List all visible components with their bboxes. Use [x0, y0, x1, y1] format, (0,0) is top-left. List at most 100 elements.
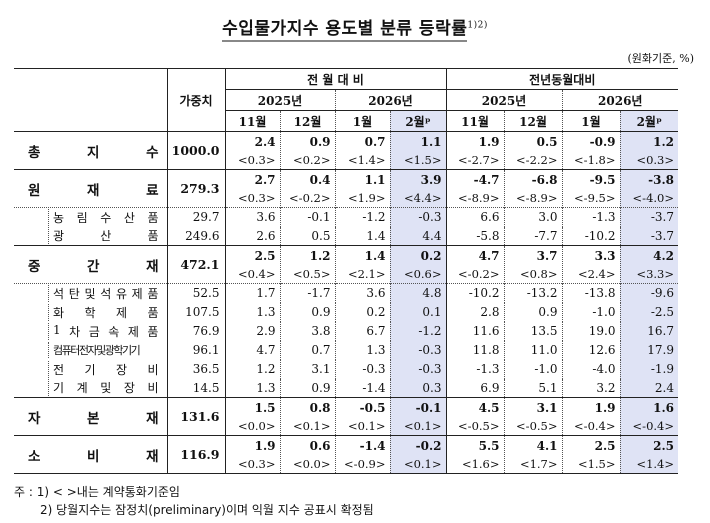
- value-cell: 0.7 <1.4>: [334, 131, 390, 170]
- header-month: 11월: [224, 110, 280, 132]
- weight-cell: 52.5: [166, 283, 225, 303]
- value-cell: -6.8 <-8.9>: [503, 169, 562, 208]
- value-cell: 1.7: [224, 283, 280, 303]
- contract-currency-value: <-8.9>: [458, 190, 500, 205]
- value-cell: 1.9 <-0.4>: [561, 397, 620, 436]
- value-cell: 6.7: [334, 321, 390, 341]
- contract-currency-value: <-0.4>: [632, 418, 674, 433]
- value-cell: -4.0: [561, 359, 620, 379]
- footnotes: 주 : 1) < >내는 계약통화기준임 2) 당월지수는 잠정치(prelim…: [14, 483, 374, 519]
- value-cell: -0.1 <0.1>: [389, 397, 446, 436]
- footnote-2: 2) 당월지수는 잠정치(preliminary)이며 익월 지수 공표시 확정…: [40, 503, 374, 517]
- won-basis-value: -1.4: [359, 438, 386, 453]
- won-basis-value: 3.7: [536, 248, 558, 263]
- won-basis-value: 1.5: [254, 400, 276, 415]
- won-basis-value: -1.0: [592, 305, 616, 319]
- value-cell: 4.7: [224, 340, 280, 360]
- won-basis-value: 1.3: [256, 305, 276, 319]
- value-cell: -1.7: [279, 283, 335, 303]
- value-cell: 3.0: [503, 207, 562, 227]
- value-cell: 3.1 <-0.5>: [503, 397, 562, 436]
- won-basis-value: 1.2: [653, 134, 674, 149]
- contract-currency-value: <0.0>: [292, 456, 331, 471]
- value-cell: 2.6: [224, 226, 280, 246]
- contract-currency-value: <4.4>: [403, 190, 442, 205]
- value-cell: 1.5 <0.0>: [224, 397, 280, 436]
- table-row: 소 비 재 116.9 1.9 <0.3> 0.6 <0.0> -1.4 <-0.9> -0.2 <0…: [14, 435, 678, 474]
- value-cell: -0.3: [389, 359, 446, 379]
- won-basis-value: 0.8: [309, 400, 331, 415]
- value-cell: 1.3: [224, 302, 280, 322]
- value-cell: 11.6: [445, 321, 504, 341]
- table-row: 컴퓨터전자및광학기기 96.1 4.7 0.7 1.3 -0.3 11.8 11.0 12.6 1…: [14, 340, 678, 360]
- value-cell: 1.9 <0.3>: [224, 435, 280, 474]
- value-cell: 1.1 <1.9>: [334, 169, 390, 208]
- won-basis-value: 4.1: [536, 438, 558, 453]
- value-cell: -0.3: [389, 340, 446, 360]
- header-weight: 가중치: [166, 68, 225, 132]
- row-label: 컴퓨터전자및광학기기: [14, 341, 167, 360]
- value-cell: 1.9 <-2.7>: [445, 131, 504, 170]
- won-basis-value: 1.1: [420, 134, 442, 149]
- value-cell: -1.2: [389, 321, 446, 341]
- won-basis-value: -0.1: [307, 210, 331, 225]
- header-month: 12월: [503, 110, 562, 132]
- won-basis-value: -13.2: [526, 286, 558, 301]
- contract-currency-value: <3.3>: [636, 266, 674, 281]
- won-basis-value: -6.8: [531, 172, 558, 187]
- value-cell: -9.5 <-9.5>: [561, 169, 620, 208]
- contract-currency-value: <0.3>: [237, 152, 276, 167]
- weight-cell: 131.6: [166, 397, 225, 436]
- won-basis-value: 0.9: [538, 305, 558, 319]
- table-row: 화 학 제 품 107.5 1.3 0.9 0.2 0.1 2.8 0.9 -1.0 -2.5: [14, 302, 678, 322]
- value-cell: -2.5: [619, 302, 678, 322]
- won-basis-value: 2.4: [254, 134, 276, 149]
- value-cell: 4.1 <1.7>: [503, 435, 562, 474]
- value-cell: -1.3: [445, 359, 504, 379]
- won-basis-value: -10.2: [468, 286, 500, 301]
- value-cell: 1.6 <-0.4>: [619, 397, 678, 436]
- value-cell: 0.9: [503, 302, 562, 322]
- value-cell: -3.8 <-4.0>: [619, 169, 678, 208]
- value-cell: 1.1 <1.5>: [389, 131, 446, 170]
- won-basis-value: -10.2: [584, 228, 616, 243]
- value-cell: 12.6: [561, 340, 620, 360]
- contract-currency-value: <0.5>: [292, 266, 331, 281]
- won-basis-value: -0.1: [415, 400, 442, 415]
- value-cell: 1.2 <0.5>: [279, 245, 335, 284]
- won-basis-value: 11.0: [530, 343, 558, 357]
- value-cell: 6.6: [445, 207, 504, 227]
- won-basis-value: -0.2: [415, 438, 442, 453]
- won-basis-value: 3.2: [596, 380, 616, 395]
- won-basis-value: 11.6: [472, 324, 500, 338]
- won-basis-value: -5.8: [476, 228, 500, 243]
- value-cell: 2.4: [619, 378, 678, 398]
- value-cell: 1.4 <2.1>: [334, 245, 390, 284]
- header-month: 1월: [561, 110, 620, 132]
- contract-currency-value: <0.1>: [403, 418, 442, 433]
- value-cell: -0.1: [279, 207, 335, 227]
- header-month: 11월: [445, 110, 504, 132]
- won-basis-value: 5.1: [538, 380, 558, 395]
- contract-currency-value: <2.1>: [347, 266, 386, 281]
- value-cell: -0.3: [334, 359, 390, 379]
- won-basis-value: 12.6: [588, 343, 616, 357]
- value-cell: 3.6: [334, 283, 390, 303]
- won-basis-value: 6.7: [366, 324, 386, 338]
- won-basis-value: 1.3: [256, 380, 276, 395]
- won-basis-value: 2.5: [254, 248, 276, 263]
- won-basis-value: 4.4: [422, 228, 442, 243]
- contract-currency-value: <0.0>: [237, 418, 276, 433]
- header-month: 12월: [279, 110, 335, 132]
- won-basis-value: 0.1: [422, 305, 442, 319]
- table-row: 전 기 장 비 36.5 1.2 3.1 -0.3 -0.3 -1.3 -1.0 -4.0 -1.9: [14, 359, 678, 379]
- import-price-table: 가중치 전 월 대 비 전년동월대비 2025년 2026년 2025년 202…: [14, 68, 678, 474]
- value-cell: -7.7: [503, 226, 562, 246]
- contract-currency-value: <0.1>: [292, 418, 331, 433]
- value-cell: 3.8: [279, 321, 335, 341]
- header-year: 2026년: [561, 89, 678, 111]
- won-basis-value: 11.8: [472, 343, 500, 357]
